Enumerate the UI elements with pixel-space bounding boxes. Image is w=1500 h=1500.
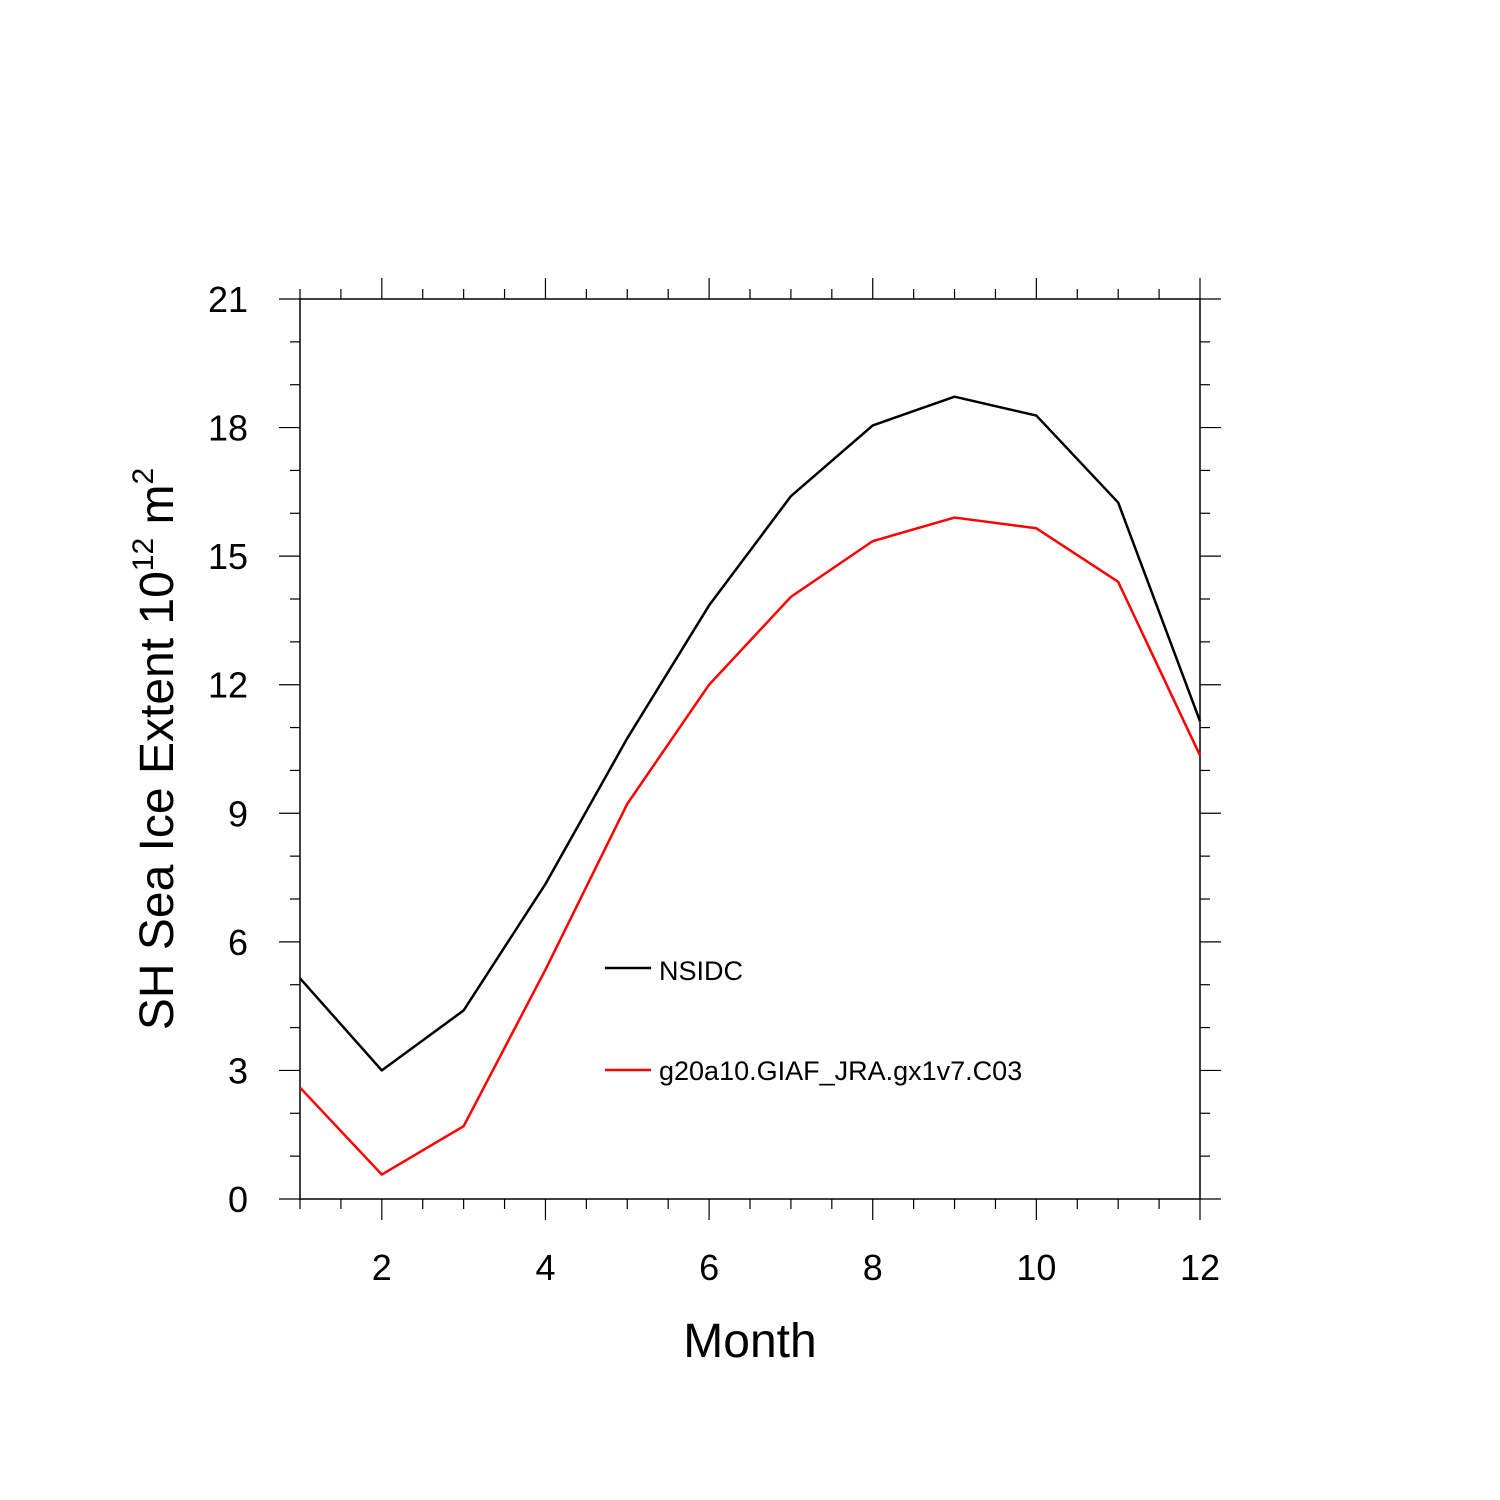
y-axis-title: SH Sea Ice Extent 1012 m2 <box>127 468 184 1030</box>
y-tick-label: 18 <box>208 408 248 449</box>
y-tick-label: 15 <box>208 536 248 577</box>
data-point-series-1 <box>462 1124 466 1128</box>
data-point-series-0 <box>1116 501 1120 505</box>
y-axis-title-unit-exponent: 2 <box>127 468 160 485</box>
data-point-series-1 <box>707 683 711 687</box>
legend-label-model: g20a10.GIAF_JRA.gx1v7.C03 <box>659 1056 1022 1086</box>
data-point-series-1 <box>1116 580 1120 584</box>
x-tick-label: 10 <box>1016 1247 1056 1288</box>
data-point-series-0 <box>298 976 302 980</box>
axis-tick-labels: 2 4 6 8 10 12 0 3 6 9 12 15 18 21 <box>208 279 1220 1288</box>
y-axis-title-main: SH Sea Ice Extent 10 <box>131 571 184 1030</box>
series-line-1 <box>299 516 1202 1176</box>
data-point-series-1 <box>1034 526 1038 530</box>
legend-label-nsidc: NSIDC <box>659 956 743 986</box>
axis-ticks <box>279 278 1221 1220</box>
data-point-series-1 <box>1198 753 1202 757</box>
x-tick-label: 6 <box>699 1247 719 1288</box>
series-lines <box>298 395 1202 1177</box>
y-tick-label: 6 <box>228 922 248 963</box>
data-point-series-0 <box>953 395 957 399</box>
data-point-series-0 <box>871 423 875 427</box>
data-point-series-1 <box>543 968 547 972</box>
data-point-series-1 <box>380 1173 384 1177</box>
series-line-0 <box>299 395 1202 1072</box>
y-tick-label: 9 <box>228 793 248 834</box>
y-tick-label: 12 <box>208 665 248 706</box>
y-axis-title-exponent: 12 <box>127 538 160 571</box>
data-point-series-0 <box>380 1068 384 1072</box>
y-axis-title-unit: m <box>131 485 184 538</box>
data-point-series-1 <box>625 802 629 806</box>
data-point-series-1 <box>789 595 793 599</box>
data-point-series-0 <box>707 603 711 607</box>
data-point-series-0 <box>543 882 547 886</box>
y-tick-label: 3 <box>228 1050 248 1091</box>
x-tick-label: 8 <box>863 1247 883 1288</box>
x-axis-title: Month <box>683 1315 816 1368</box>
data-point-series-0 <box>1198 719 1202 723</box>
data-point-series-0 <box>462 1008 466 1012</box>
x-tick-label: 2 <box>372 1247 392 1288</box>
data-point-series-1 <box>871 539 875 543</box>
legend: NSIDC g20a10.GIAF_JRA.gx1v7.C03 <box>605 956 1022 1086</box>
x-tick-label: 4 <box>535 1247 555 1288</box>
data-point-series-0 <box>625 736 629 740</box>
data-point-series-0 <box>789 494 793 498</box>
y-tick-label: 21 <box>208 279 248 320</box>
data-point-series-0 <box>1034 414 1038 418</box>
data-point-series-1 <box>953 516 957 520</box>
x-tick-label: 12 <box>1180 1247 1220 1288</box>
data-point-series-1 <box>298 1086 302 1090</box>
y-tick-label: 0 <box>228 1179 248 1220</box>
